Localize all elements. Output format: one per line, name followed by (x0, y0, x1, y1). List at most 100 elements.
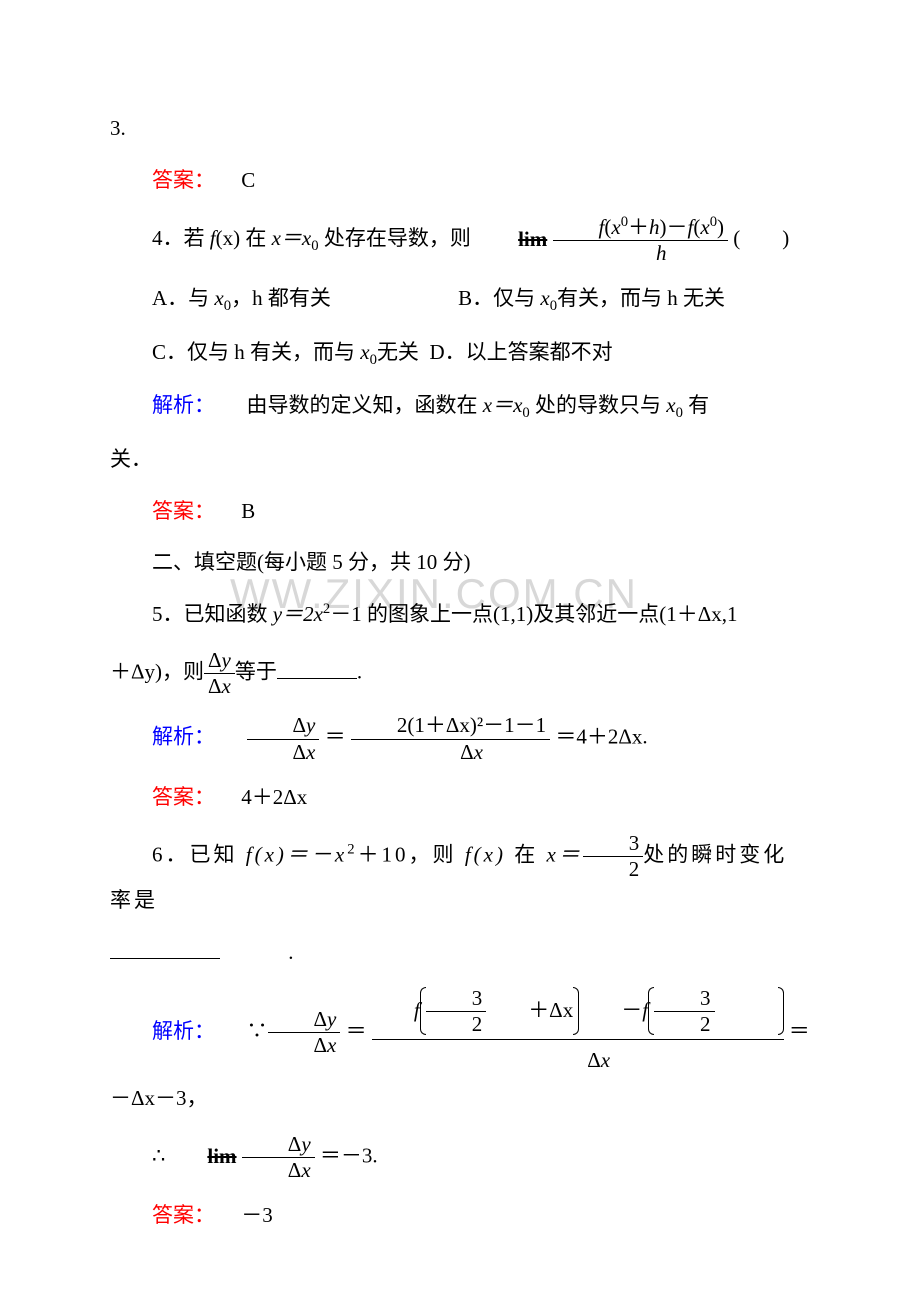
q5-ana-frac2: 2(1＋Δx)²－1－1 Δx (351, 713, 550, 764)
lim-text: lim (518, 227, 547, 251)
q4-ana-xeq: x＝x (483, 393, 523, 417)
q6-ana-frac1: Δy Δx (268, 1007, 341, 1058)
q4-stem: 4．若 f(x) 在 x＝x0 处存在导数，则 lim f(x0＋h)－f(x0… (110, 214, 810, 266)
page-content: 3. 答案： C 4．若 f(x) 在 x＝x0 处存在导数，则 lim f(x… (110, 110, 810, 1235)
q5-answer-val: 4＋2Δx (241, 785, 307, 809)
q4-ana-xsub: 0 (522, 405, 529, 421)
minus-f: －f (579, 992, 648, 1030)
q6-answer-val: －3 (241, 1203, 273, 1227)
q4-prefix: 4．若 (152, 226, 205, 250)
den: 2 (654, 1012, 715, 1037)
q5-period: . (357, 660, 362, 684)
q4-farg: (x) (216, 226, 241, 250)
q5-s3p: ＋Δy)，则 (110, 660, 204, 684)
inner-frac2: 3 2 (654, 986, 715, 1037)
q4-mid2: 处存在导数，则 (324, 226, 471, 250)
optB-x: x (540, 286, 549, 310)
analysis-label: 解析： (152, 725, 215, 749)
q4-ana-spacer (220, 393, 241, 417)
q5-ana-frac1: Δy Δx (247, 713, 320, 764)
q5-s1: 5．已知函数 (152, 602, 268, 626)
q5-answer: 答案： 4＋2Δx (110, 779, 810, 817)
den: 2 (583, 857, 644, 882)
blank (110, 938, 220, 959)
q5-s2: －1 的图象上一点(1,1)及其邻近一点(1＋Δx,1 (330, 602, 737, 626)
q4-options-ab: A．与 x0，h 都有关 B．仅与 x0有关，而与 h 无关 (110, 280, 810, 320)
q5-frac-num: Δy (204, 648, 235, 674)
q6-analysis-2: ∴ lim Δy Δx ＝－3. (110, 1132, 810, 1183)
big-frac-den: Δx (372, 1040, 784, 1080)
optA: A．与 (152, 286, 209, 310)
plus-dx: ＋Δx (486, 992, 573, 1030)
optA-x: x (214, 286, 223, 310)
answer-label: 答案： (152, 499, 215, 523)
q4-answer: 答案： B (110, 493, 810, 531)
optD: D．以上答案都不对 (429, 340, 612, 364)
therefore1: ∵ (247, 1019, 268, 1043)
num: 2(1＋Δx)²－1－1 (351, 713, 550, 739)
big-frac-num: f 3 2 ＋Δx －f 3 2 (372, 986, 784, 1040)
q4-frac-num: f(x0＋h)－f(x0) (553, 214, 729, 241)
optC-sub: 0 (370, 352, 377, 368)
q6-fx: f(x)＝－x (246, 842, 347, 866)
q6-stem: 6．已知 f(x)＝－x2＋10，则 f(x) 在 x＝ 3 2 处的瞬时变化率… (110, 831, 810, 920)
num: 3 (583, 831, 644, 857)
q6-s3: 在 (514, 842, 538, 866)
f1: f (372, 992, 420, 1030)
q3-answer-line: 答案： C (110, 162, 810, 200)
q6-ana-r2: ＝－3. (320, 1143, 378, 1167)
q4-paren: ( ) (733, 226, 789, 250)
eq1: ＝ (346, 1019, 367, 1043)
optB: B．仅与 (458, 286, 535, 310)
q4-frac: f(x0＋h)－f(x0) h (553, 214, 729, 266)
q4-ana-t2: 处的导数只与 (535, 393, 661, 417)
q4-xeq: x＝x (272, 226, 312, 250)
paren-icon (778, 987, 784, 1035)
page-number: 3. (110, 110, 810, 148)
q6-fx2: f(x) (465, 842, 506, 866)
den: Δx (242, 1158, 315, 1183)
q6-ana-frac2: Δy Δx (242, 1132, 315, 1183)
q5-stem-1: 5．已知函数 y＝2x2－1 的图象上一点(1,1)及其邻近一点(1＋Δx,1 (110, 596, 810, 634)
q4-ana-x2sub: 0 (676, 405, 683, 421)
q4-xsub: 0 (311, 238, 318, 254)
q6-xeq: x＝ (546, 842, 582, 866)
q5-frac: Δy Δx (204, 648, 235, 699)
optA-tail: ，h 都有关 (231, 286, 331, 310)
optB-sub: 0 (550, 298, 557, 314)
q6-big-frac: f 3 2 ＋Δx －f 3 2 Δx (372, 986, 784, 1080)
q6-blank: . (110, 934, 810, 972)
num: 3 (654, 986, 715, 1012)
q4-analysis-cont: 关． (110, 441, 810, 479)
q4-ana-t3: 有 (688, 393, 709, 417)
answer-label: 答案： (152, 168, 215, 192)
optC: C．仅与 h 有关，而与 (152, 340, 355, 364)
optB-tail: 有关，而与 h 无关 (557, 286, 725, 310)
q5-s3s: 等于 (235, 660, 277, 684)
q6-s1: 6．已知 (152, 842, 238, 866)
q6-analysis-1: 解析： ∵ Δy Δx ＝ f 3 2 ＋Δx －f 3 2 (110, 986, 810, 1118)
num: Δy (268, 1007, 341, 1033)
lim-text: lim (207, 1144, 236, 1168)
q6-frac: 3 2 (583, 831, 644, 882)
den: Δx (247, 740, 320, 765)
therefore2: ∴ (152, 1143, 165, 1167)
q5-ana-result: ＝4＋2Δx. (555, 725, 647, 749)
blank (277, 658, 357, 679)
answer-label: 答案： (152, 785, 215, 809)
q5-frac-den: Δx (204, 674, 235, 699)
q3-answer: C (241, 168, 255, 192)
num: Δy (247, 713, 320, 739)
inner-frac1: 3 2 (426, 986, 487, 1037)
lim-symbol: lim (476, 221, 547, 259)
answer-value (220, 168, 241, 192)
optA-sub: 0 (224, 298, 231, 314)
optB-wrap: B．仅与 x0有关，而与 h 无关 (416, 280, 725, 320)
q4-ana-t1: 由导数的定义知，函数在 (247, 393, 478, 417)
q4-mid1: 在 (245, 226, 266, 250)
q4-ana-t4: 关． (110, 447, 152, 471)
q4-answer-val: B (241, 499, 255, 523)
answer-label: 答案： (152, 1203, 215, 1227)
q5-analysis: 解析： Δy Δx ＝ 2(1＋Δx)²－1－1 Δx ＝4＋2Δx. (110, 713, 810, 764)
analysis-label: 解析： (152, 393, 215, 417)
